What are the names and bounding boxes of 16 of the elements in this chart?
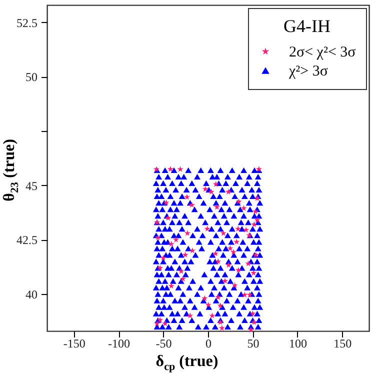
legend-label: 2σ< χ²< 3σ	[289, 44, 356, 60]
y-tick-label: 52.5	[16, 16, 38, 30]
x-tick-label: -50	[156, 336, 172, 350]
y-tick-label: 40	[26, 288, 38, 302]
x-tick-label: 150	[334, 336, 352, 350]
x-tick-label: 50	[247, 336, 260, 350]
legend-label: χ²> 3σ	[288, 64, 328, 80]
y-tick-label: 45	[26, 178, 38, 193]
x-tick-label: -100	[108, 336, 130, 350]
x-tick-label: -150	[63, 336, 86, 350]
legend-title: G4-IH	[284, 16, 330, 36]
y-tick-label: 42.5	[16, 233, 38, 248]
x-tick-label: 100	[288, 336, 307, 350]
y-tick-label: 50	[26, 70, 38, 84]
x-tick-label: 0	[206, 336, 212, 350]
x-axis-title: δ$_{cp}$ (true)	[154, 353, 220, 374]
